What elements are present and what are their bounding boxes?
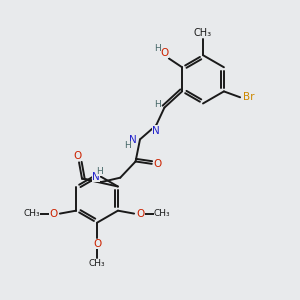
Text: O: O <box>49 208 58 219</box>
Text: H: H <box>96 167 103 176</box>
Text: O: O <box>93 239 101 249</box>
Text: CH₃: CH₃ <box>89 260 105 268</box>
Text: O: O <box>160 48 169 58</box>
Text: O: O <box>136 208 145 219</box>
Text: CH₃: CH₃ <box>194 28 212 38</box>
Text: H: H <box>154 100 161 109</box>
Text: N: N <box>92 172 100 182</box>
Text: Br: Br <box>243 92 255 102</box>
Text: H: H <box>124 141 131 150</box>
Text: O: O <box>154 159 162 169</box>
Text: O: O <box>74 151 82 161</box>
Text: N: N <box>129 135 136 145</box>
Text: N: N <box>152 126 160 136</box>
Text: H: H <box>154 44 161 52</box>
Text: CH₃: CH₃ <box>154 209 170 218</box>
Text: CH₃: CH₃ <box>23 209 40 218</box>
